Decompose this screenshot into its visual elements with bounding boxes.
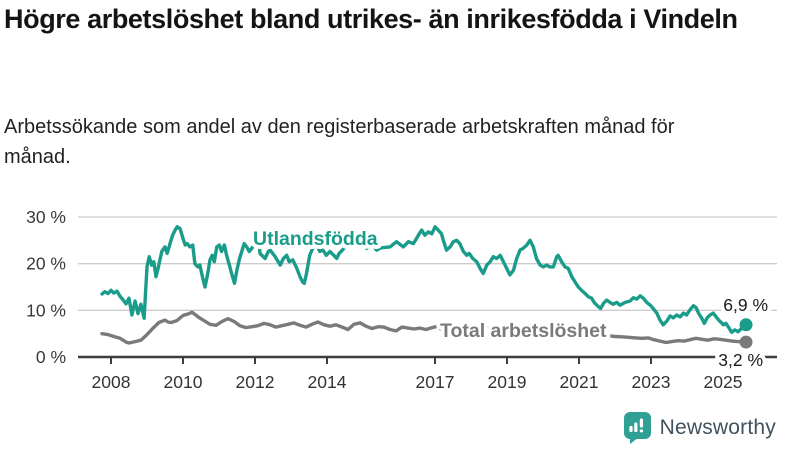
line-chart: 2008 2010 2012 2014 2017 2019 2021 2023 2025 0 % 1… — [26, 207, 777, 392]
series-line-total-arbetsloshet — [100, 310, 748, 345]
series-label-total-arbetsloshet-halo: Total arbetslöshet — [440, 320, 607, 342]
x-axis-label-2010: 2010 — [164, 372, 203, 392]
series-line-utlandsfodda — [100, 225, 748, 334]
chart-subtitle: Arbetssökande som andel av den registerb… — [4, 116, 675, 168]
end-dot-total-arbetsloshet — [739, 335, 753, 349]
end-dot-utlandsfodda — [739, 318, 753, 332]
x-axis-label-2019: 2019 — [488, 372, 527, 392]
y-axis-label-0pct: 0 % — [36, 347, 66, 367]
chart-title: Högre arbetslöshet bland utrikes- än inr… — [4, 4, 738, 34]
brand-logo: Newsworthy — [623, 412, 776, 444]
x-axis-label-2025: 2025 — [704, 372, 743, 392]
x-axis-label-2008: 2008 — [92, 372, 131, 392]
x-axis-label-2017: 2017 — [416, 372, 455, 392]
series-label-utlandsfodda-halo: Utlandsfödda — [253, 228, 378, 250]
y-axis-label-10pct: 10 % — [26, 300, 66, 320]
x-axis-label-2023: 2023 — [632, 372, 671, 392]
series-label-total-arbetsloshet: Total arbetslöshet — [440, 320, 607, 342]
end-value-total-arbetsloshet-halo: 3,2 % — [718, 350, 763, 370]
x-axis-label-2014: 2014 — [308, 372, 347, 392]
x-axis-label-2021: 2021 — [560, 372, 599, 392]
y-axis-label-20pct: 20 % — [26, 254, 66, 274]
series-label-utlandsfodda: Utlandsfödda — [253, 228, 378, 250]
x-axis-label-2012: 2012 — [236, 372, 275, 392]
end-value-total-arbetsloshet: 3,2 % — [718, 350, 763, 370]
newsworthy-speech-bubble-chart-icon — [623, 412, 651, 444]
y-axis-label-30pct: 30 % — [26, 207, 66, 227]
brand-logo-text: Newsworthy — [659, 416, 776, 439]
end-value-utlandsfodda-halo: 6,9 % — [723, 295, 768, 315]
end-value-utlandsfodda: 6,9 % — [723, 295, 768, 315]
